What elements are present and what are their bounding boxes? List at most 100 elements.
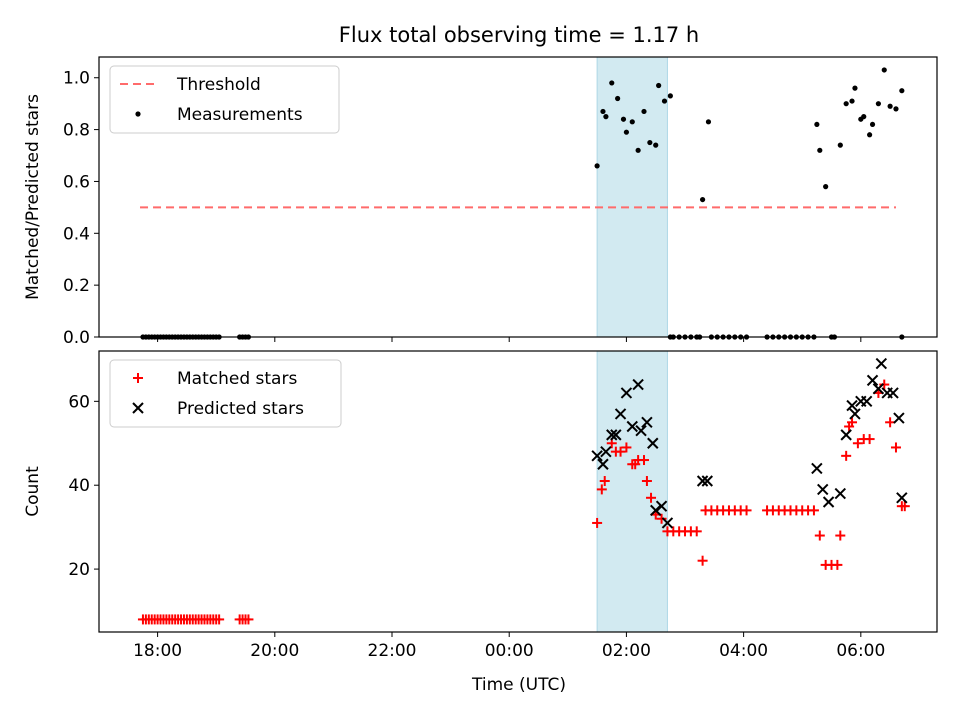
predicted-star-point: [696, 475, 709, 487]
bottom-y-tick-label: 20: [68, 560, 90, 580]
measurement-point: [615, 95, 621, 102]
measurement-point: [869, 121, 876, 128]
x-tick-label: 18:00: [133, 641, 182, 661]
predicted-star-point: [600, 445, 612, 458]
matched-star-point: [599, 476, 610, 487]
matched-star-point: [847, 417, 858, 428]
matched-star-point: [596, 484, 607, 495]
measurement-point: [600, 108, 606, 115]
measurement-point: [609, 80, 615, 86]
measurement-point: [623, 129, 630, 135]
predicted-star-point: [840, 429, 852, 441]
measurement-point: [594, 163, 600, 169]
measurement-point: [667, 93, 673, 99]
matched-star-point: [638, 455, 649, 466]
top-legend: [109, 65, 340, 134]
bottom-axes-frame: [98, 350, 938, 633]
measurement-point: [849, 98, 855, 104]
legend-measurement-swatch: [135, 111, 141, 117]
x-tick-label: 06:00: [836, 641, 885, 661]
matched-star-point: [592, 517, 603, 528]
matched-star-point: [615, 446, 626, 457]
measurement-point: [817, 147, 823, 153]
measurement-point: [899, 88, 905, 94]
matched-star-point: [864, 434, 875, 445]
measurement-point: [837, 142, 843, 148]
measurement-point: [620, 116, 627, 122]
top-y-tick-label: 0.6: [63, 172, 90, 192]
matched-star-point: [808, 505, 819, 516]
matched-star-point: [243, 614, 254, 625]
predicted-star-point: [606, 429, 618, 441]
bottom-y-axis-label: Count: [23, 466, 43, 517]
x-axis-label: Time (UTC): [471, 675, 566, 695]
measurement-point: [699, 196, 706, 203]
measurement-point: [843, 101, 849, 107]
predicted-star-point: [610, 429, 622, 441]
top-axes-frame: [98, 56, 938, 338]
measurement-point: [814, 121, 820, 128]
predicted-star-point: [661, 517, 674, 529]
matched-star-point: [890, 442, 901, 453]
predicted-star-point: [614, 408, 627, 420]
predicted-star-point: [893, 412, 905, 424]
predicted-star-point: [872, 383, 885, 395]
matched-star-point: [641, 476, 652, 487]
predicted-star-point: [647, 437, 659, 449]
predicted-star-point: [811, 462, 823, 475]
predicted-star-point: [875, 357, 888, 370]
measurement-point: [603, 114, 609, 120]
predicted-star-point: [626, 420, 638, 433]
measurement-point: [629, 119, 635, 125]
measurement-point: [893, 106, 899, 112]
measurement-point: [823, 184, 829, 190]
matched-star-point: [741, 505, 752, 516]
measurement-point: [661, 98, 668, 104]
predicted-star-point: [834, 487, 847, 500]
matched-star-point: [832, 559, 843, 570]
measurement-point: [656, 82, 662, 89]
matched-star-point: [646, 492, 657, 503]
bottom-legend: [109, 359, 342, 428]
measurement-point: [705, 119, 712, 125]
predicted-star-point: [817, 483, 829, 496]
matched-star-point: [656, 513, 667, 524]
matched-star-point: [879, 379, 890, 390]
predicted-star-point: [846, 399, 858, 412]
chart-title: Flux total observing time = 1.17 h: [339, 23, 699, 47]
x-tick-label: 22:00: [368, 641, 417, 661]
matched-star-point: [214, 614, 225, 625]
matched-star-point: [899, 501, 910, 512]
matched-star-point: [814, 530, 825, 541]
matched-star-point: [852, 438, 863, 449]
bottom-highlight-band: [596, 350, 668, 633]
measurement-point: [852, 85, 858, 91]
predicted-star-point: [866, 374, 879, 387]
legend-label: Threshold: [176, 75, 261, 95]
matched-star-point: [697, 555, 708, 566]
matched-star-point: [835, 530, 846, 541]
measurement-point: [653, 142, 659, 148]
x-tick-label: 00:00: [485, 641, 534, 661]
predicted-star-point: [591, 450, 603, 462]
predicted-star-point: [650, 504, 662, 517]
x-tick-label: 04:00: [719, 641, 768, 661]
measurement-point: [867, 132, 873, 138]
top-y-axis-label: Matched/Predicted stars: [23, 94, 43, 300]
measurement-point: [887, 103, 893, 109]
predicted-star-point: [620, 387, 633, 399]
predicted-star-point: [632, 378, 644, 391]
matched-star-point: [841, 450, 852, 461]
x-tick-label: 20:00: [250, 641, 299, 661]
predicted-star-point: [887, 387, 899, 399]
predicted-star-point: [701, 475, 713, 487]
top-y-tick-label: 1.0: [63, 69, 90, 89]
top-y-tick-label: 0.8: [63, 121, 90, 141]
measurement-point: [881, 67, 887, 73]
top-highlight-band: [596, 56, 668, 338]
top-y-tick-label: 0.2: [63, 276, 90, 296]
matched-star-point: [621, 442, 632, 453]
top-y-tick-label: 0.0: [63, 328, 90, 348]
measurement-point: [647, 139, 653, 146]
